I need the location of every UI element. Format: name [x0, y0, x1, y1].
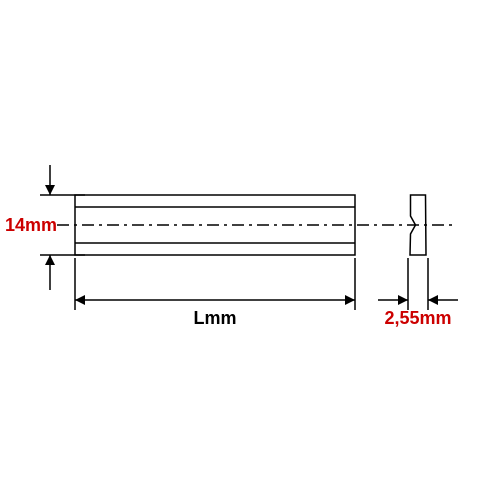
technical-drawing: 14mm Lmm 2,55mm: [0, 0, 500, 500]
dim-length-label: Lmm: [193, 308, 236, 328]
dim-thickness-label: 2,55mm: [384, 308, 451, 328]
dim-height-label: 14mm: [5, 215, 57, 235]
